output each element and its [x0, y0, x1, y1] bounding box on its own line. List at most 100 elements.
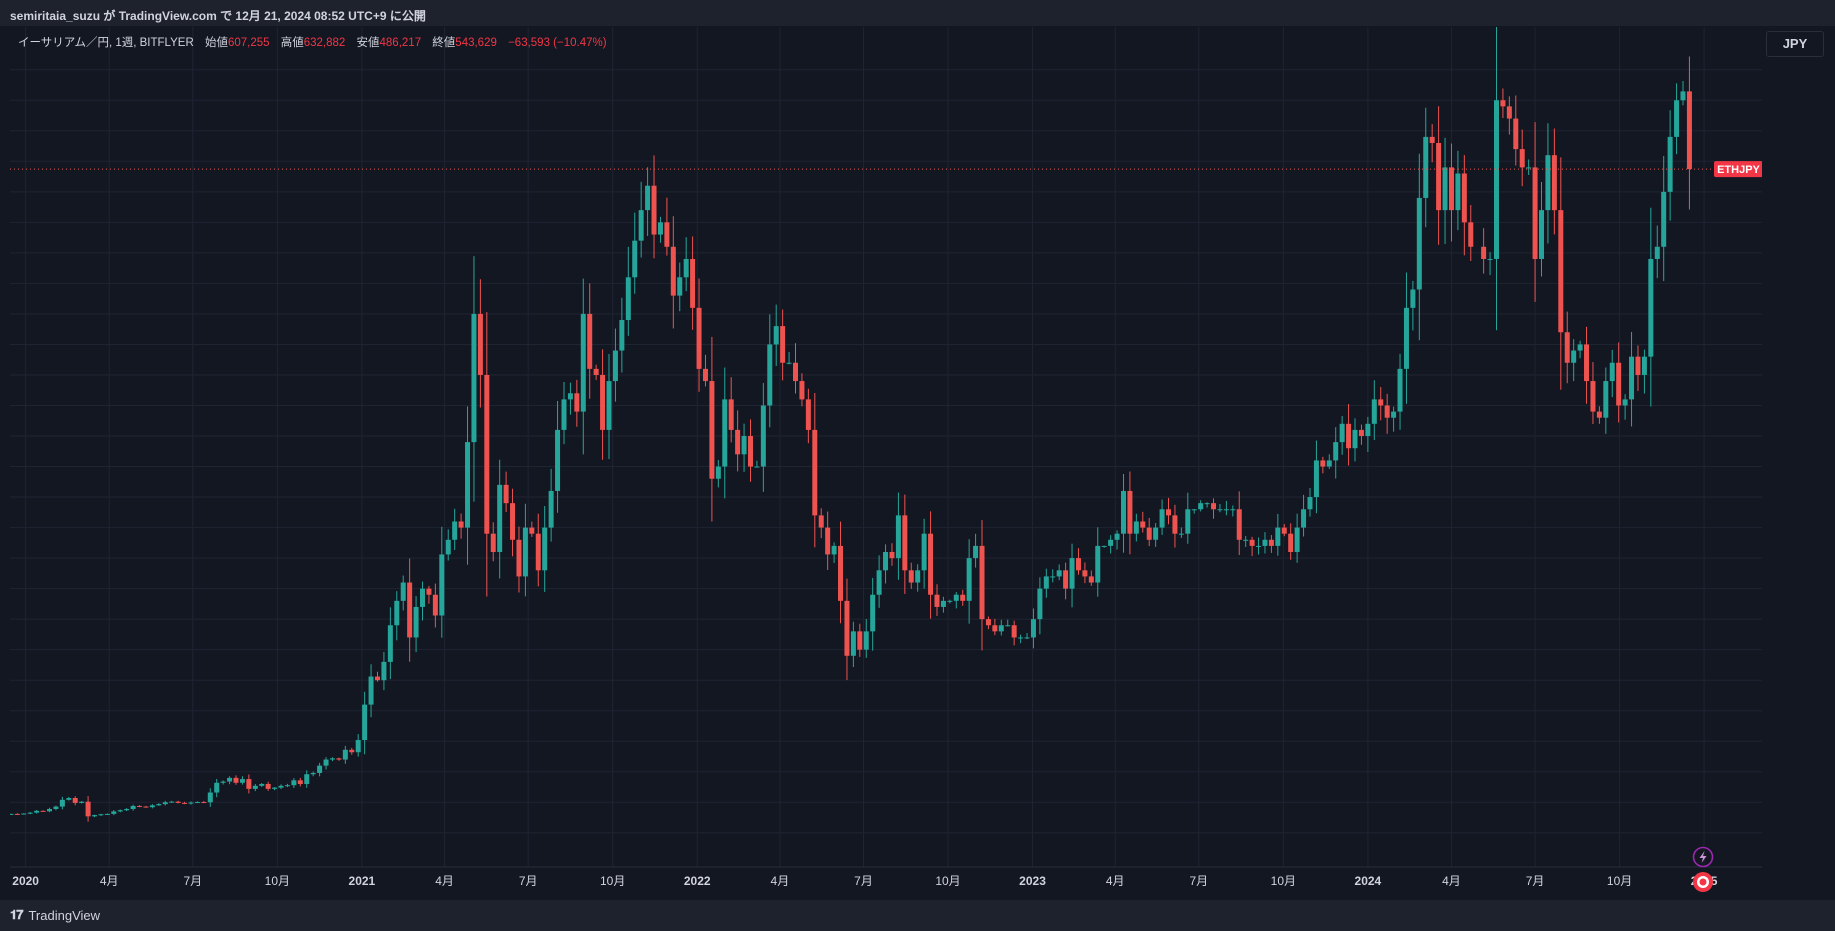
candle [1551, 128, 1557, 235]
candlestick-chart[interactable]: ETHJPY543,6292d 1h 025,00050,00075,00010… [10, 27, 1762, 897]
candle [407, 558, 413, 662]
x-tick-label: 2024 [1355, 874, 1382, 888]
candle [1526, 159, 1532, 175]
candle [310, 771, 316, 777]
candle [522, 503, 528, 597]
candle [194, 801, 200, 804]
candle [66, 796, 72, 801]
publish-info: semiritaia_suzu が TradingView.com で 12月 … [10, 9, 426, 23]
candle [1493, 27, 1499, 331]
candle [1166, 497, 1172, 525]
candle [1564, 311, 1570, 384]
candle [1596, 406, 1602, 424]
candle [1346, 404, 1352, 466]
candle [1416, 153, 1422, 341]
candle [1043, 568, 1049, 598]
candle [40, 810, 46, 812]
candle [426, 585, 432, 604]
candle [979, 520, 985, 651]
price-tag: ETHJPY543,6292d 1h [1714, 161, 1762, 178]
candle [548, 468, 554, 542]
candle [1603, 367, 1609, 434]
currency-button[interactable]: JPY [1766, 31, 1824, 57]
candle [329, 757, 335, 762]
candle [1506, 96, 1512, 135]
candle [960, 589, 966, 606]
candle [735, 410, 741, 472]
candle [690, 236, 696, 330]
candle [1211, 498, 1217, 519]
lightning-icon[interactable] [1692, 846, 1714, 868]
candle [638, 181, 644, 258]
candle [1146, 517, 1152, 547]
candle [850, 621, 856, 667]
candle [1674, 83, 1680, 155]
candle [149, 804, 155, 809]
candle [747, 419, 753, 482]
candle [53, 805, 59, 811]
time-axis[interactable]: 2020 4月 7月 10月 2021 4月 7月 10月 2022 4月 7月 10月 2023 4月 7… [12, 874, 1718, 888]
candle [342, 745, 348, 764]
candle [445, 529, 451, 561]
low-value: 486,217 [379, 37, 422, 49]
candle [1609, 349, 1615, 398]
x-tick-label: 7月 [183, 874, 202, 888]
candle [1326, 454, 1332, 469]
high-value: 632,882 [303, 37, 346, 49]
candle [297, 777, 303, 787]
candle [876, 555, 882, 608]
candle [323, 757, 329, 770]
candle [1616, 342, 1622, 423]
candle [420, 581, 426, 621]
candle [664, 197, 670, 256]
candle [1262, 532, 1268, 554]
candle [265, 781, 271, 791]
candle [59, 796, 65, 810]
candle [1108, 535, 1114, 554]
candle [934, 584, 940, 616]
candle [1635, 345, 1641, 391]
candle [246, 774, 252, 794]
candle [349, 747, 355, 755]
record-icon[interactable] [1693, 872, 1713, 892]
candle [1384, 393, 1390, 434]
candle [973, 533, 979, 568]
candle [1075, 548, 1081, 575]
candle [1275, 513, 1281, 556]
brand-name: TradingView [28, 907, 101, 923]
candle [1133, 513, 1139, 542]
x-tick-label: 4月 [771, 874, 790, 888]
candle [355, 734, 361, 757]
candle [1333, 427, 1339, 479]
candle [1294, 513, 1300, 563]
candle [1307, 487, 1313, 517]
candle [510, 488, 516, 557]
candle [1539, 182, 1545, 277]
candle [1198, 500, 1204, 512]
candle [1558, 157, 1564, 390]
candle [1661, 156, 1667, 282]
candle [1256, 537, 1262, 555]
candle [1088, 570, 1094, 586]
tradingview-brand[interactable]: 𝟏𝟕 TradingView [10, 907, 100, 923]
x-tick-label: 2022 [684, 874, 711, 888]
candle [715, 459, 721, 488]
candle [600, 349, 606, 460]
candle [374, 671, 380, 682]
candle [413, 596, 419, 653]
candle [947, 599, 953, 604]
candle [793, 343, 799, 394]
candle [1371, 380, 1377, 440]
candle [722, 367, 728, 499]
candle [555, 401, 561, 513]
candle [1320, 456, 1326, 474]
candle [1339, 416, 1345, 455]
candle [786, 352, 792, 365]
candle [1268, 535, 1274, 553]
candle [98, 813, 104, 816]
candle [130, 804, 136, 811]
candles [10, 27, 1692, 822]
x-tick-label: 4月 [435, 874, 454, 888]
candle [1352, 418, 1358, 462]
candle [1191, 509, 1197, 514]
